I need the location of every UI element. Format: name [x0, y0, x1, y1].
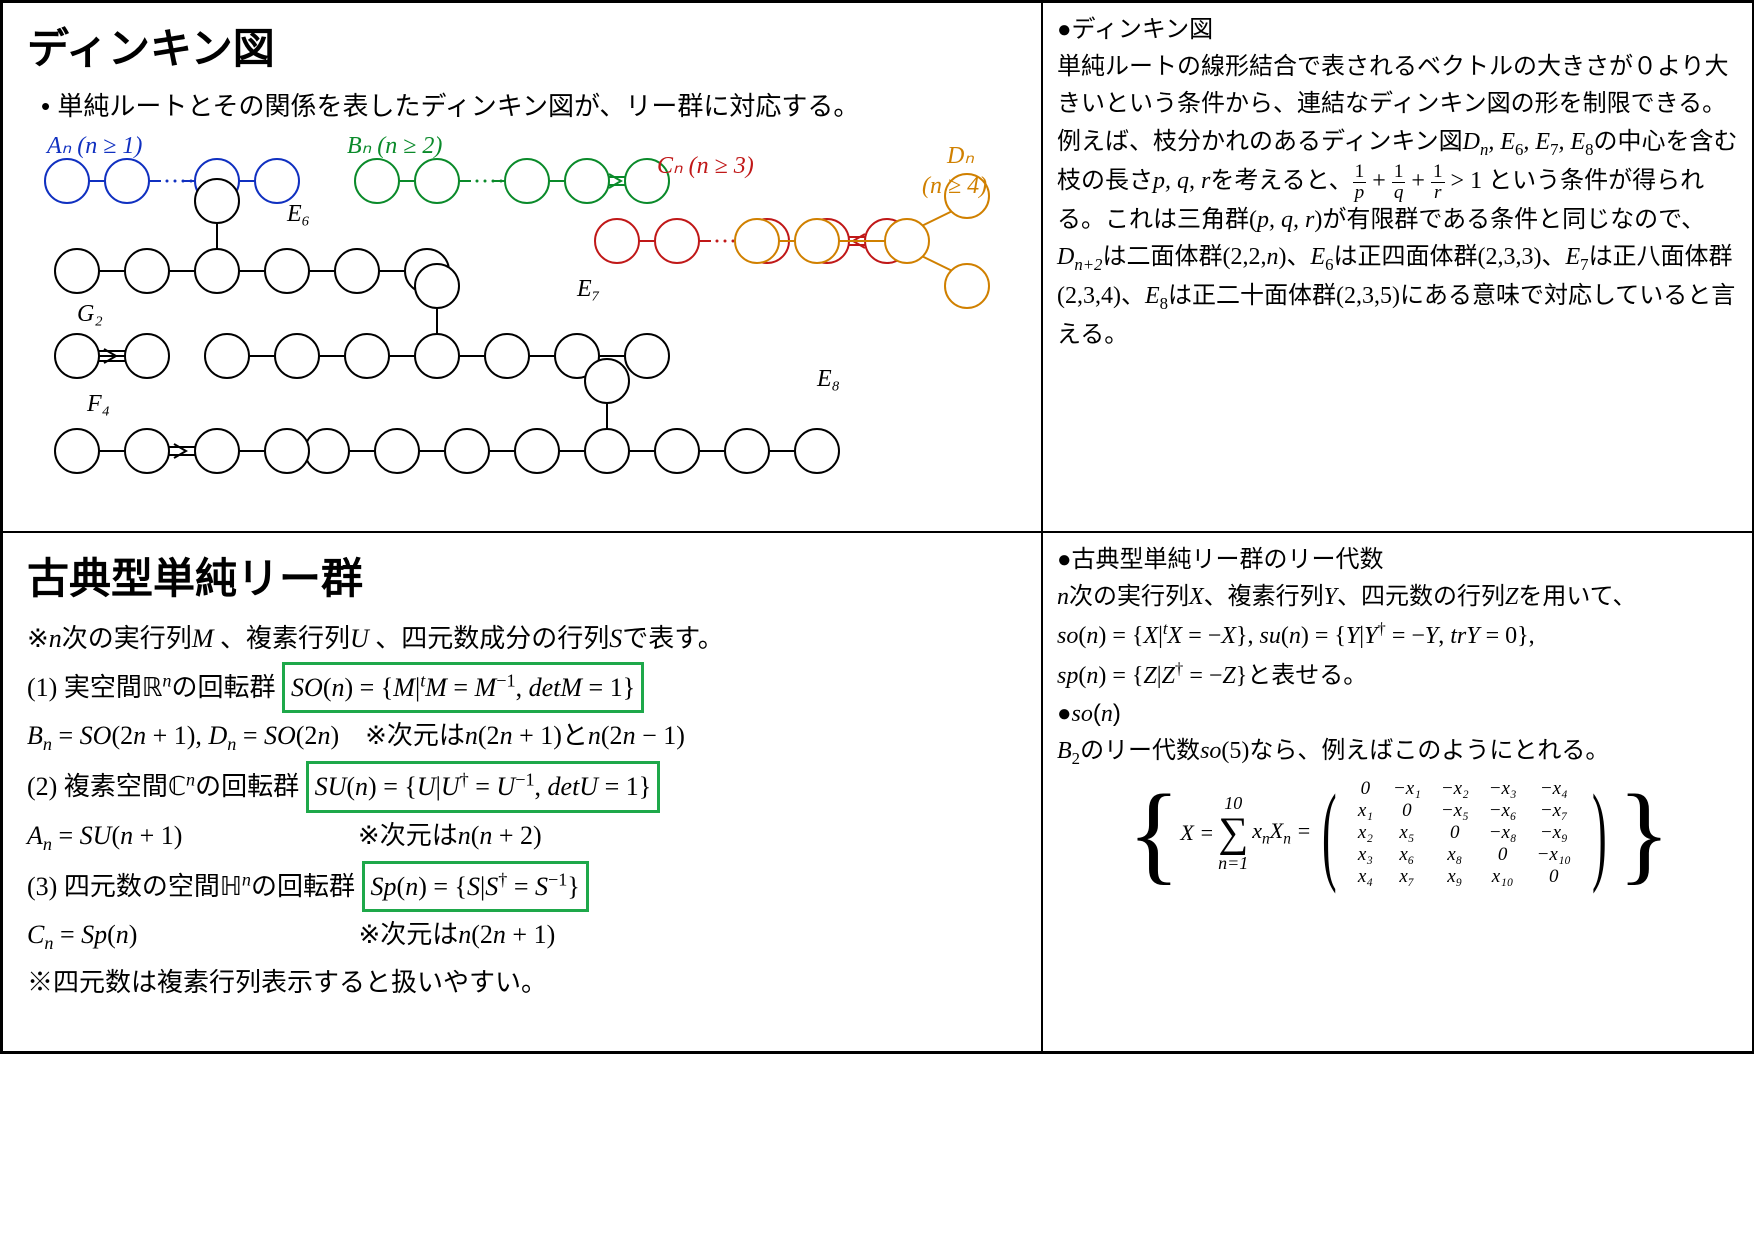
sum-lower: n=1	[1218, 854, 1248, 872]
matrix-table: 0−x₁−x₂−x₃−x₄x₁0−x₅−x₆−x₇x₂x₅0−x₈−x₉x₃x₆…	[1348, 778, 1581, 888]
lie-algebra-text: ●古典型単純リー群のリー代数 n次の実行列X、複素行列Y、四元数の行列Zを用いて…	[1057, 541, 1741, 772]
diagram-label: F₄	[87, 391, 110, 418]
diagram-label: E₈	[817, 366, 840, 393]
dynkin-title: ディンキン図	[27, 15, 1027, 76]
diagram-label: G₂	[77, 301, 103, 328]
classical-line: ※四元数は複素行列表示すると扱いやすい。	[27, 960, 1027, 1006]
lie-algebra-body2: B2のリー代数so(5)なら、例えばこのようにとれる。	[1057, 738, 1609, 764]
classical-line: (1) 実空間ℝnの回転群 SO(n) = {M|tM = M−1, detM …	[27, 662, 1027, 714]
diagram-label: E₆	[287, 201, 310, 228]
classical-title: 古典型単純リー群	[27, 545, 1027, 606]
diagram-label: Aₙ (n ≥ 1)	[47, 131, 142, 160]
so5-matrix: { X = 10 ∑ n=1 xnXn = ( 0−x₁−x₂−x₃−x₄x₁0…	[1057, 778, 1741, 888]
classical-line: Bn = SO(2n + 1), Dn = SO(2n) ※次元はn(2n + …	[27, 713, 1027, 761]
classical-line: ※n次の実行列M 、複素行列U 、四元数成分の行列Sで表す。	[27, 616, 1027, 662]
classical-line: Cn = Sp(n) ※次元はn(2n + 1)	[27, 912, 1027, 960]
panel-dynkin-notes: ●ディンキン図 単純ルートの線形結合で表されるベクトルの大きさが０より大きいとい…	[1042, 2, 1754, 532]
diagram-label: (n ≥ 4)	[922, 173, 987, 200]
classical-line: (2) 複素空間ℂnの回転群 SU(n) = {U|U† = U−1, detU…	[27, 761, 1027, 813]
lie-algebra-header2: ●so(n)	[1057, 700, 1121, 727]
lie-algebra-body1: n次の実行列X、複素行列Y、四元数の行列Zを用いて、so(n) = {X|tX …	[1057, 584, 1636, 688]
diagram-label: Dₙ	[947, 141, 974, 170]
dynkin-diagram-area: Aₙ (n ≥ 1) Bₙ (n ≥ 2) Cₙ (n ≥ 3) Dₙ (n ≥ 4) E…	[17, 131, 1027, 511]
dynkin-svg	[17, 131, 1027, 501]
dynkin-bullet: • 単純ルートとその関係を表したディンキン図が、リー群に対応する。	[41, 86, 1027, 123]
diagram-label: Cₙ (n ≥ 3)	[657, 151, 754, 180]
panel-dynkin: ディンキン図 • 単純ルートとその関係を表したディンキン図が、リー群に対応する。…	[2, 2, 1042, 532]
lie-algebra-header1: ●古典型単純リー群のリー代数	[1057, 546, 1384, 573]
dynkin-notes-text: ●ディンキン図 単純ルートの線形結合で表されるベクトルの大きさが０より大きいとい…	[1057, 11, 1741, 354]
dynkin-notes-body: 単純ルートの線形結合で表されるベクトルの大きさが０より大きいという条件から、連結…	[1057, 54, 1738, 347]
classical-body: ※n次の実行列M 、複素行列U 、四元数成分の行列Sで表す。(1) 実空間ℝnの…	[27, 616, 1027, 1006]
dynkin-notes-header: ●ディンキン図	[1057, 16, 1213, 43]
panel-classical: 古典型単純リー群 ※n次の実行列M 、複素行列U 、四元数成分の行列Sで表す。(…	[2, 532, 1042, 1052]
diagram-label: E₇	[577, 276, 600, 303]
classical-line: (3) 四元数の空間ℍnの回転群 Sp(n) = {S|S† = S−1}	[27, 861, 1027, 913]
diagram-label: Bₙ (n ≥ 2)	[347, 131, 442, 160]
page-grid: ディンキン図 • 単純ルートとその関係を表したディンキン図が、リー群に対応する。…	[0, 0, 1754, 1054]
classical-line: An = SU(n + 1) ※次元はn(n + 2)	[27, 813, 1027, 861]
panel-lie-algebra: ●古典型単純リー群のリー代数 n次の実行列X、複素行列Y、四元数の行列Zを用いて…	[1042, 532, 1754, 1052]
